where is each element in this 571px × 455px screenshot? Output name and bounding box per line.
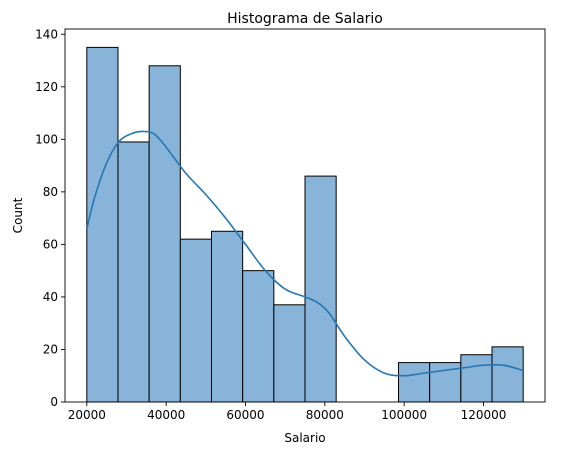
histogram-bar — [304, 175, 337, 403]
y-tick-label: 120 — [35, 80, 58, 94]
histogram-bar — [148, 65, 181, 403]
x-tick-label: 80000 — [306, 408, 344, 422]
x-tick-label: 20000 — [68, 408, 106, 422]
y-tick-label: 60 — [43, 237, 58, 251]
x-tick-label: 100000 — [381, 408, 427, 422]
x-axis: 20000 40000 60000 80000 100000 120000 — [68, 402, 507, 422]
histogram-bar — [460, 354, 493, 403]
plot-frame — [64, 28, 546, 403]
y-tick-label: 140 — [35, 27, 58, 41]
histogram-bar — [179, 238, 212, 403]
y-tick-label: 0 — [50, 395, 58, 409]
histogram-bar — [491, 346, 524, 403]
histogram-bar — [273, 304, 306, 403]
histogram-bar — [210, 230, 244, 403]
histogram-bar — [86, 46, 119, 403]
y-tick-label: 20 — [43, 342, 58, 356]
x-tick-label: 40000 — [147, 408, 185, 422]
y-tick-label: 40 — [43, 290, 58, 304]
histogram-bars — [86, 46, 524, 403]
histogram-bar — [398, 362, 431, 403]
histogram-bar — [242, 270, 275, 403]
y-tick-label: 100 — [35, 132, 58, 146]
y-axis-label: Count — [11, 197, 25, 233]
histogram-bar — [117, 141, 150, 403]
x-axis-label: Salario — [284, 431, 325, 445]
y-tick-label: 80 — [43, 185, 58, 199]
x-tick-label: 60000 — [226, 408, 264, 422]
kde-line — [86, 130, 524, 377]
chart-title: Histograma de Salario — [227, 11, 383, 27]
y-axis: 0 20 40 60 80 100 120 140 — [35, 27, 65, 409]
x-tick-label: 120000 — [461, 408, 507, 422]
